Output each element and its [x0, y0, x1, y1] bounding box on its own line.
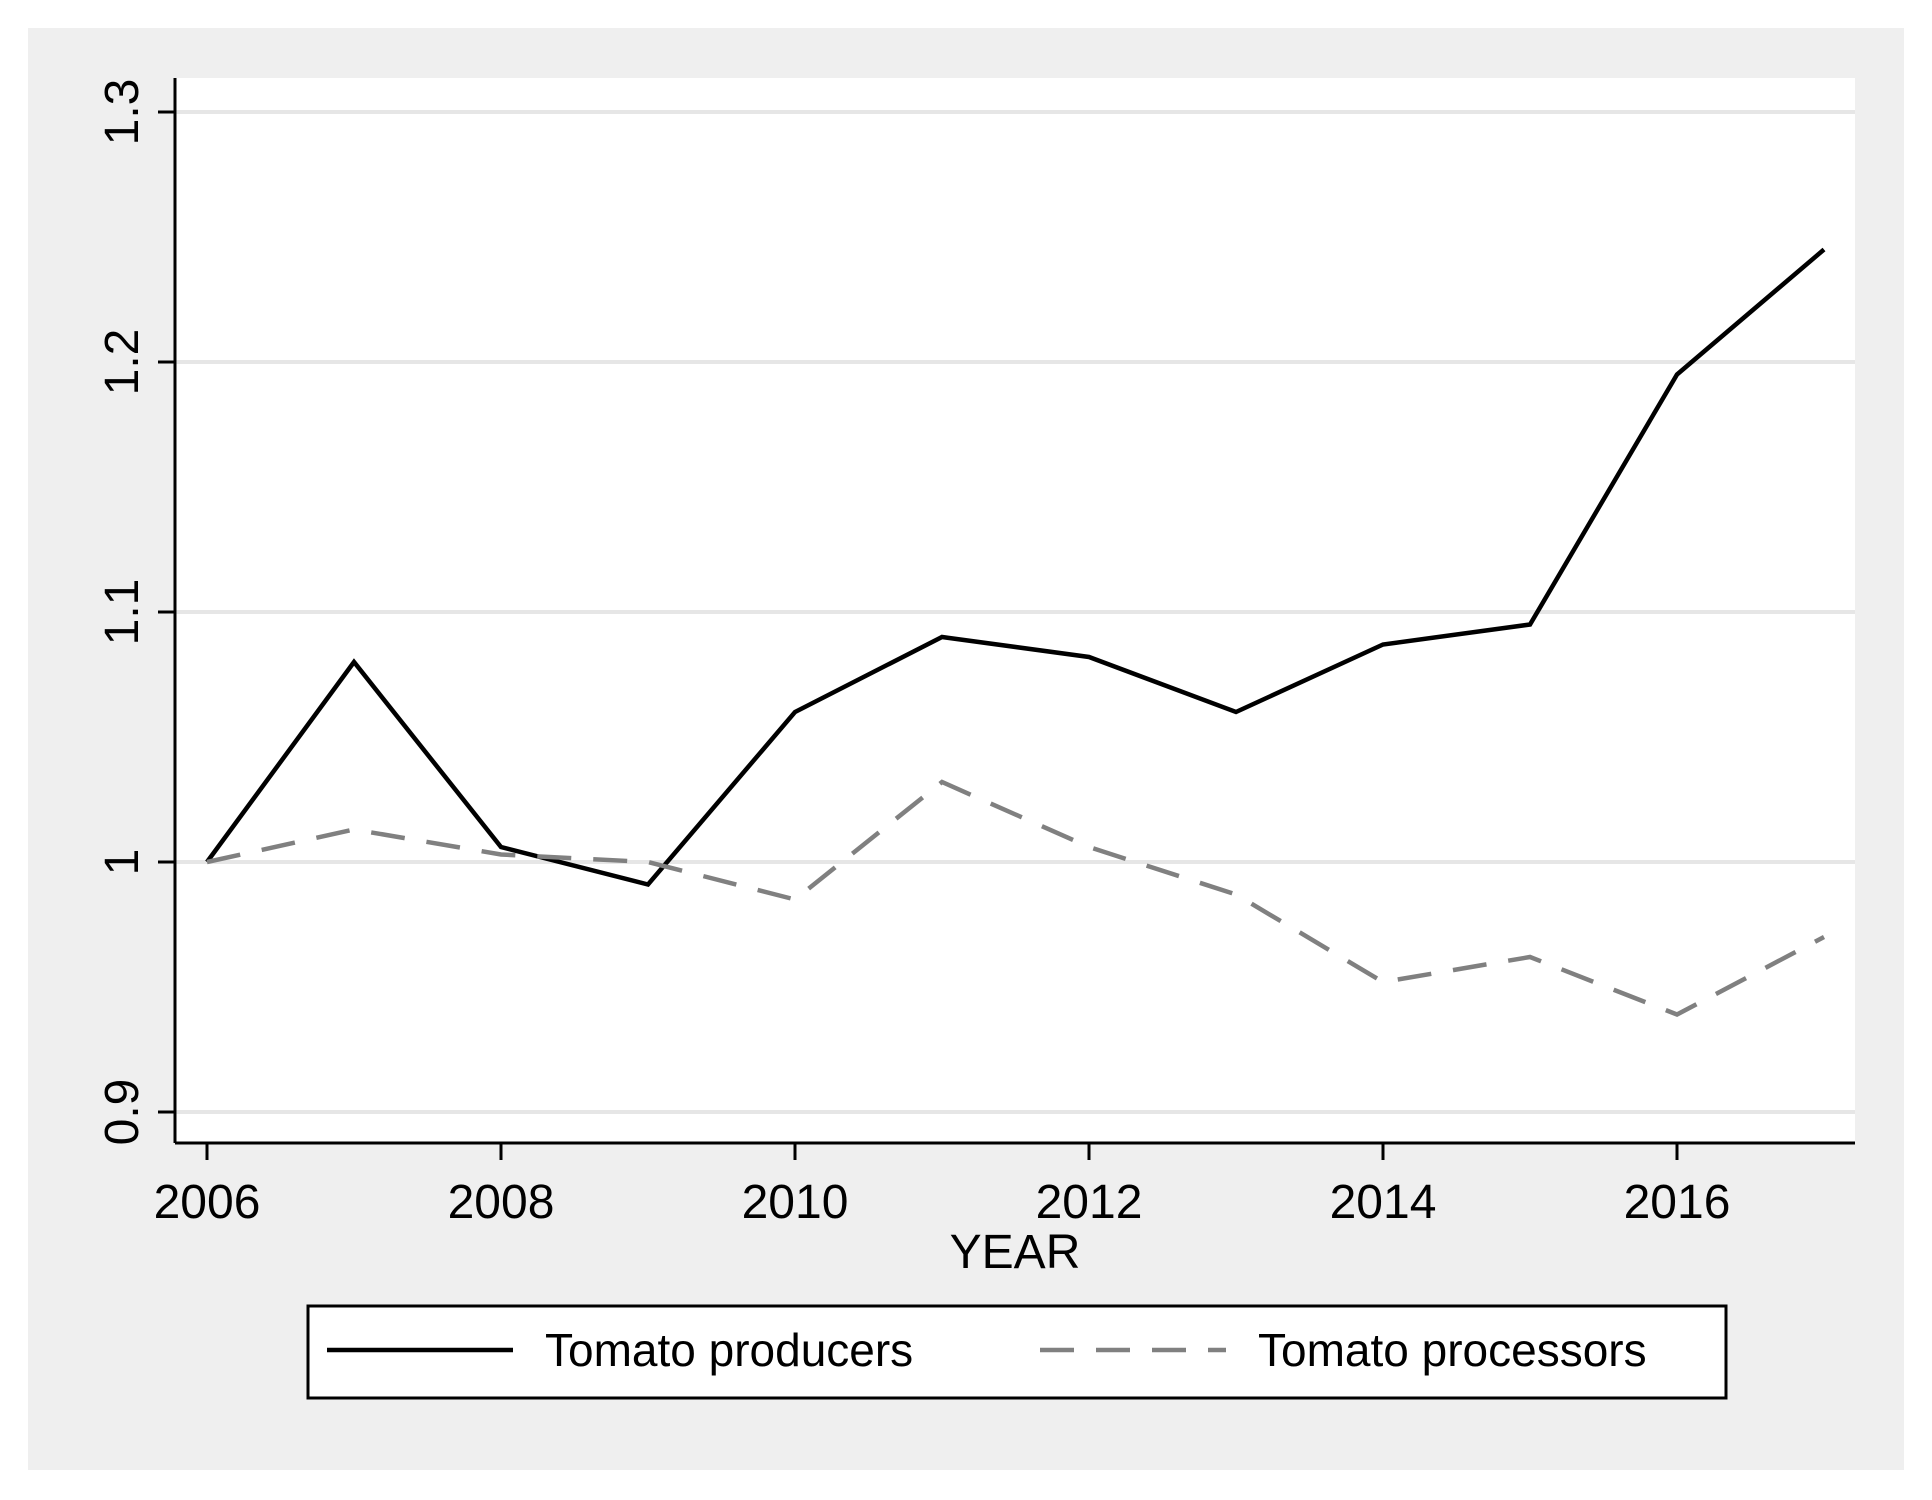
legend: Tomato producers Tomato processors	[306, 1304, 1728, 1400]
x-axis-ticks: 2006 2008 2010 2012 2014 2016	[154, 1143, 1731, 1229]
y-tick-label: 1.3	[96, 79, 149, 146]
y-tick-label: 1.1	[96, 579, 149, 646]
series-lines	[205, 247, 1826, 1017]
x-tick-label: 2006	[154, 1176, 261, 1229]
y-tick-label: 1.2	[96, 329, 149, 396]
x-axis-title: YEAR	[950, 1226, 1081, 1279]
series-line-tomato-processors	[206, 779, 1826, 1017]
x-tick-label: 2008	[448, 1176, 555, 1229]
legend-box	[306, 1304, 1728, 1400]
legend-label: Tomato producers	[545, 1324, 913, 1376]
y-axis-ticks: 0.9 1 1.1 1.2 1.3	[96, 79, 175, 1146]
gridlines	[175, 110, 1855, 1114]
y-tick-label: 0.9	[96, 1079, 149, 1146]
legend-item: Tomato producers	[327, 1324, 913, 1376]
y-tick-label: 1	[96, 849, 149, 876]
legend-item: Tomato processors	[1040, 1324, 1647, 1376]
legend-items: Tomato producers Tomato processors	[327, 1324, 1647, 1376]
series-line-tomato-producers	[205, 247, 1826, 888]
x-tick-label: 2012	[1036, 1176, 1143, 1229]
x-tick-label: 2014	[1330, 1176, 1437, 1229]
x-tick-label: 2016	[1624, 1176, 1731, 1229]
legend-label: Tomato processors	[1258, 1324, 1647, 1376]
x-tick-label: 2010	[742, 1176, 849, 1229]
